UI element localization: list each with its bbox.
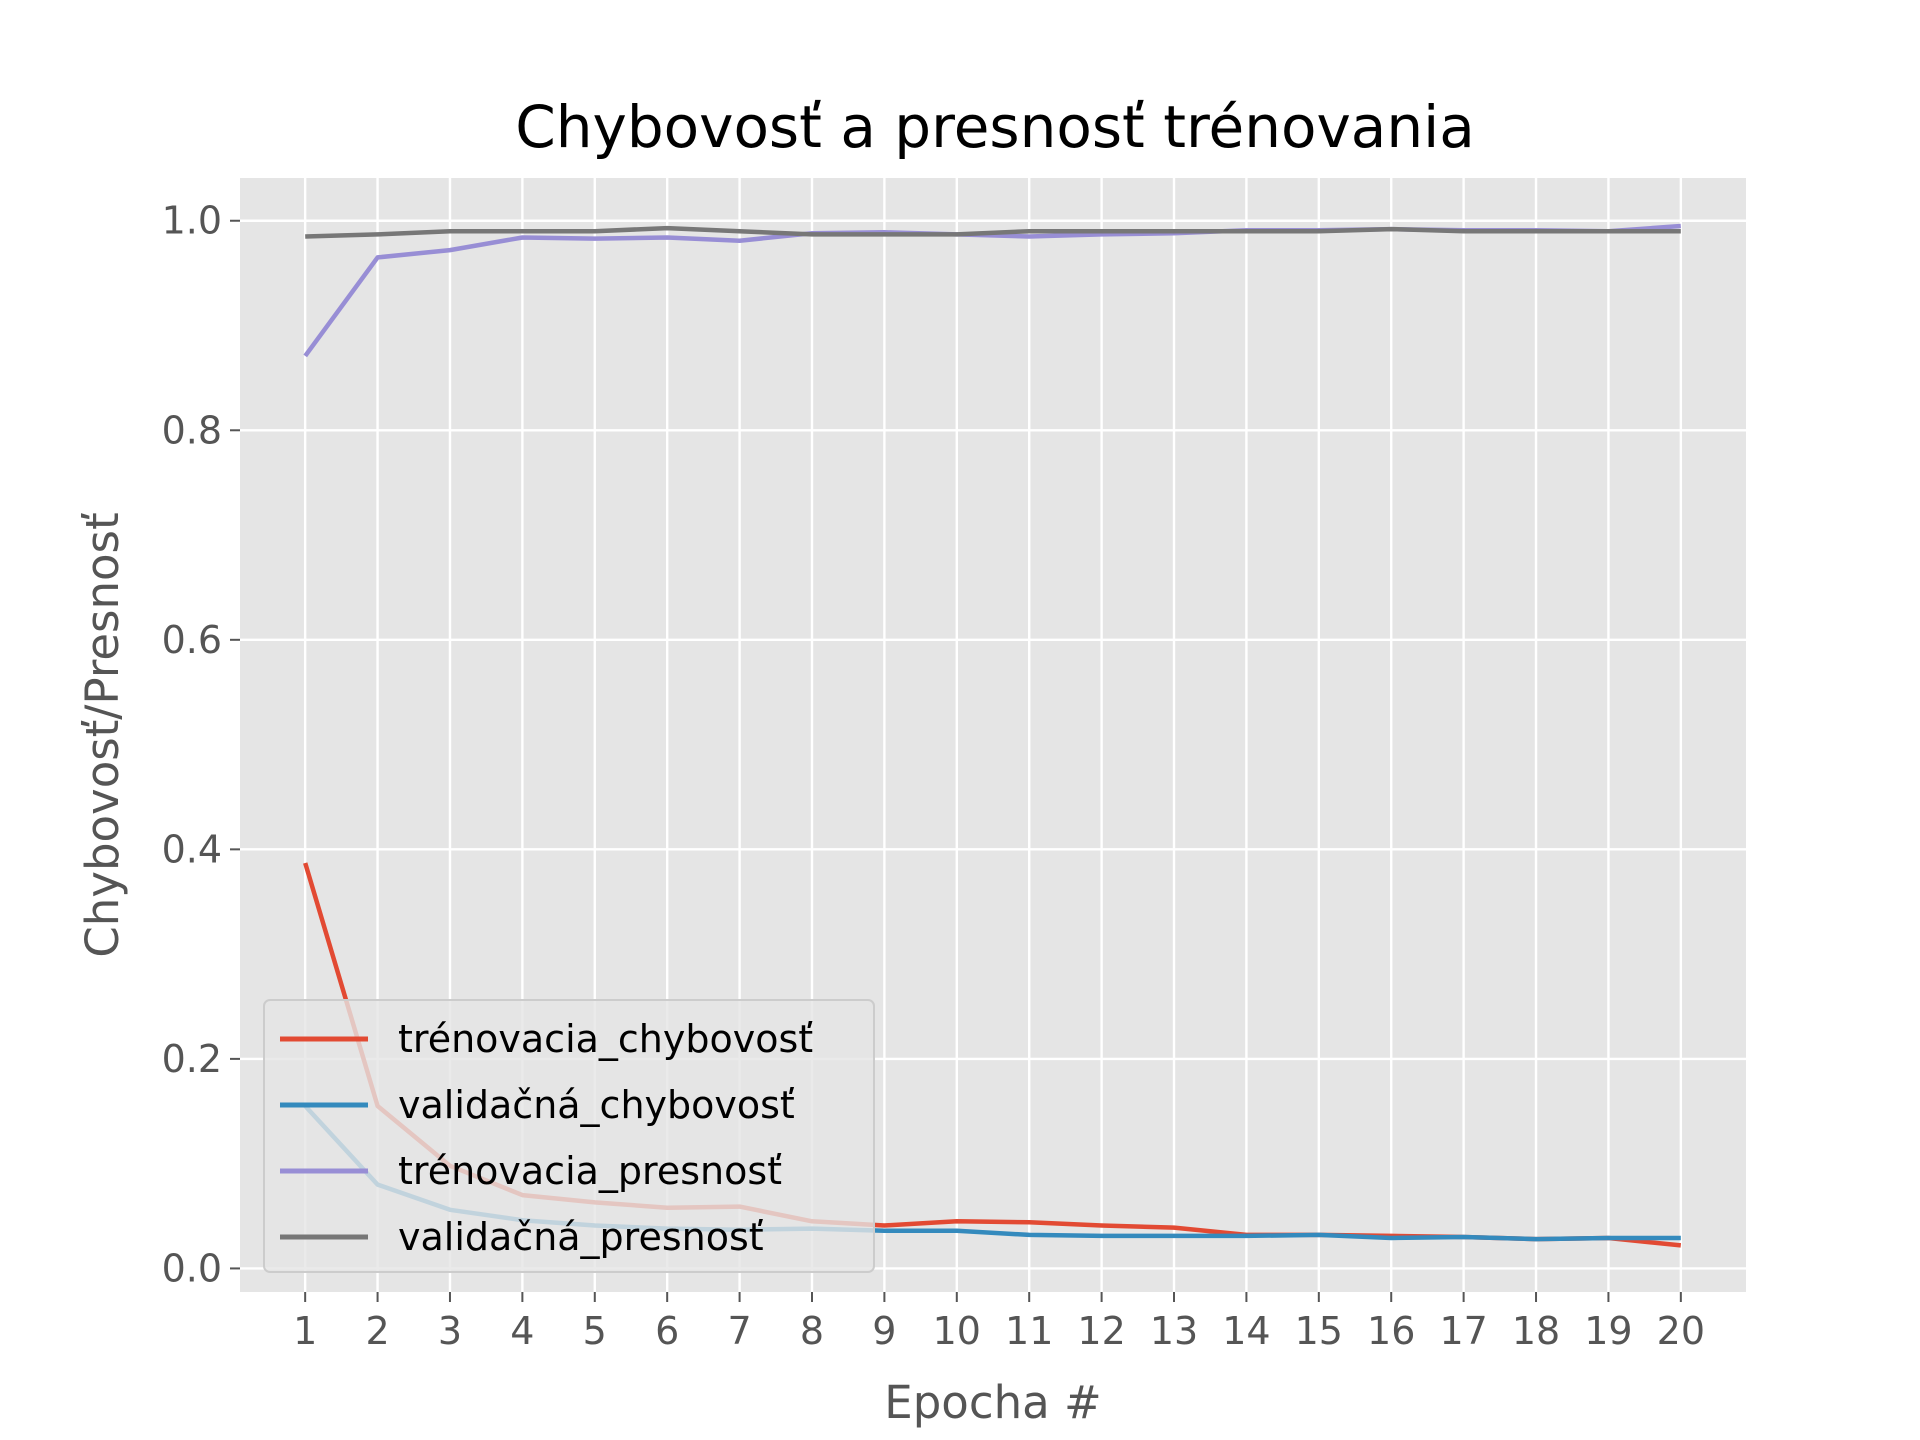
x-tick-label: 4 [510, 1309, 534, 1353]
y-tick-label: 0.0 [162, 1246, 222, 1290]
x-tick-label: 14 [1222, 1309, 1270, 1353]
x-tick-label: 3 [438, 1309, 462, 1353]
legend-label-2: validačná_chybovosť [398, 1083, 795, 1127]
x-tick-label: 19 [1584, 1309, 1632, 1353]
x-tick-label: 9 [872, 1309, 896, 1353]
legend-label-4: validačná_presnosť [398, 1215, 764, 1259]
x-tick-label: 2 [365, 1309, 389, 1353]
x-tick-label: 6 [655, 1309, 679, 1353]
y-axis-ticks: 0.0 0.2 0.4 0.6 0.8 1.0 [162, 199, 240, 1290]
x-tick-label: 5 [583, 1309, 607, 1353]
x-tick-label: 20 [1657, 1309, 1705, 1353]
y-axis-label: Chybovosť/Presnosť [76, 512, 129, 957]
legend-box [263, 999, 875, 1273]
legend-label-3: trénovacia_presnosť [398, 1149, 782, 1193]
x-axis-ticks: 1 2 3 4 5 6 7 8 9 10 11 12 13 14 15 16 17 18 19 20 [293, 1292, 1705, 1353]
x-tick-label: 10 [933, 1309, 981, 1353]
chart-title: Chybovosť a presnosť trénovania [515, 93, 1475, 161]
x-tick-label: 7 [727, 1309, 751, 1353]
y-tick-label: 0.8 [162, 408, 222, 452]
legend-label-1: trénovacia_chybovosť [398, 1017, 813, 1061]
x-tick-label: 16 [1367, 1309, 1415, 1353]
y-tick-label: 0.2 [162, 1037, 222, 1081]
y-tick-label: 0.6 [162, 618, 222, 662]
x-tick-label: 13 [1150, 1309, 1198, 1353]
legend: trénovacia_chybovosť validačná_chybovosťt… [263, 999, 875, 1273]
x-tick-label: 12 [1077, 1309, 1125, 1353]
x-tick-label: 1 [293, 1309, 317, 1353]
x-axis-label: Epocha # [884, 1376, 1101, 1429]
y-tick-label: 0.4 [162, 827, 222, 871]
x-tick-label: 8 [800, 1309, 824, 1353]
x-tick-label: 17 [1439, 1309, 1487, 1353]
y-tick-label: 1.0 [162, 199, 222, 243]
x-tick-label: 15 [1295, 1309, 1343, 1353]
x-tick-label: 18 [1512, 1309, 1560, 1353]
series-line-4 [305, 225, 1681, 239]
x-tick-label: 11 [1005, 1309, 1053, 1353]
